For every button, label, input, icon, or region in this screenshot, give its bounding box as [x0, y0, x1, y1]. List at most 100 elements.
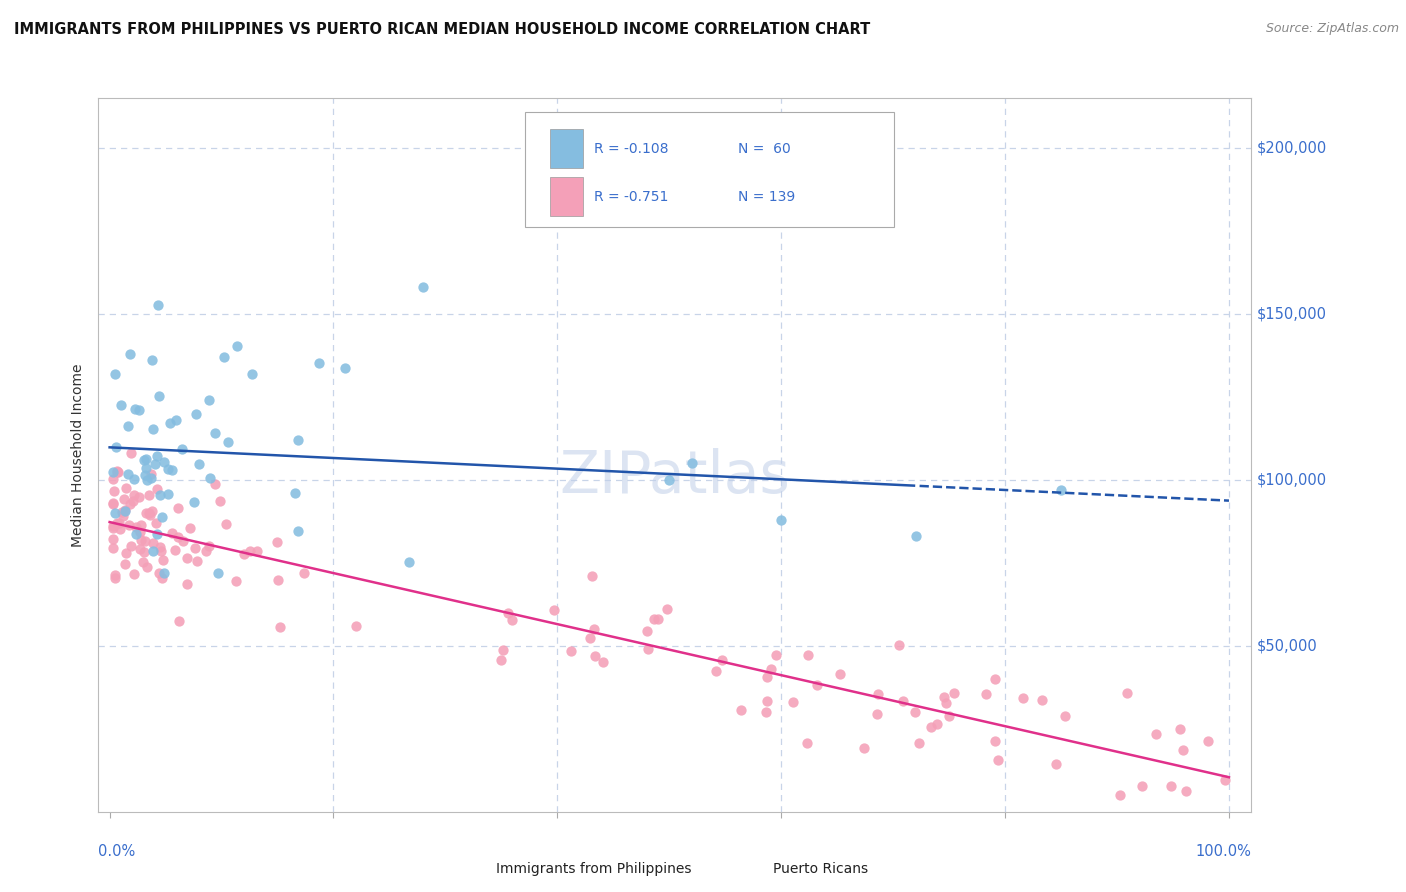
- Point: [112, 491, 135, 506]
- Point: [987, 753, 1010, 767]
- Point: [1031, 693, 1053, 707]
- Point: [759, 662, 782, 676]
- Point: [756, 694, 779, 708]
- Point: [266, 535, 288, 549]
- Point: [165, 542, 187, 557]
- Point: [942, 686, 965, 700]
- Point: [108, 522, 131, 536]
- Point: [101, 533, 124, 547]
- Point: [101, 465, 124, 479]
- Point: [132, 555, 155, 569]
- Point: [135, 506, 157, 520]
- Point: [101, 518, 124, 533]
- Point: [146, 449, 169, 463]
- Point: [711, 652, 734, 666]
- Text: $200,000: $200,000: [1257, 140, 1327, 155]
- Point: [117, 419, 139, 434]
- Point: [183, 494, 205, 508]
- Point: [114, 503, 136, 517]
- FancyBboxPatch shape: [456, 855, 488, 883]
- Point: [167, 614, 190, 628]
- Point: [187, 457, 209, 471]
- Text: Source: ZipAtlas.com: Source: ZipAtlas.com: [1265, 22, 1399, 36]
- Point: [172, 534, 194, 549]
- Text: Immigrants from Philippines: Immigrants from Philippines: [496, 862, 692, 876]
- Point: [491, 642, 513, 657]
- Point: [755, 705, 778, 719]
- Point: [146, 298, 169, 312]
- Point: [148, 566, 170, 580]
- Point: [122, 567, 145, 582]
- Point: [149, 540, 172, 554]
- Point: [122, 472, 145, 486]
- Point: [166, 500, 188, 515]
- Point: [636, 624, 658, 639]
- Point: [115, 546, 138, 560]
- Point: [233, 547, 256, 561]
- Point: [1144, 727, 1167, 741]
- Point: [120, 497, 142, 511]
- Point: [287, 524, 309, 539]
- Point: [284, 486, 307, 500]
- FancyBboxPatch shape: [524, 112, 894, 227]
- Point: [110, 398, 132, 412]
- Point: [111, 504, 134, 518]
- Point: [122, 493, 145, 508]
- Point: [204, 477, 226, 491]
- Point: [412, 280, 434, 294]
- Point: [114, 557, 136, 571]
- Point: [150, 571, 173, 585]
- Point: [125, 520, 148, 534]
- Point: [117, 467, 139, 481]
- Point: [496, 606, 519, 620]
- Text: ZIPatlas: ZIPatlas: [560, 448, 790, 505]
- Point: [176, 551, 198, 566]
- Point: [658, 473, 681, 487]
- Point: [1171, 743, 1194, 757]
- Point: [269, 619, 291, 633]
- Point: [1213, 772, 1236, 787]
- Point: [101, 473, 124, 487]
- Point: [581, 569, 603, 583]
- Point: [159, 416, 181, 430]
- Point: [1168, 722, 1191, 736]
- Point: [118, 518, 141, 533]
- Point: [186, 554, 208, 568]
- Point: [560, 644, 582, 658]
- Text: N = 139: N = 139: [738, 190, 796, 203]
- Point: [179, 521, 201, 535]
- Point: [770, 513, 793, 527]
- Point: [135, 560, 157, 574]
- Point: [755, 670, 778, 684]
- Point: [142, 536, 165, 550]
- Text: $100,000: $100,000: [1257, 472, 1327, 487]
- Point: [111, 508, 134, 523]
- Point: [129, 517, 152, 532]
- Point: [107, 466, 129, 480]
- Point: [135, 451, 157, 466]
- Point: [108, 516, 131, 531]
- Text: $50,000: $50,000: [1257, 639, 1317, 653]
- Text: R = -0.751: R = -0.751: [595, 190, 668, 203]
- Point: [214, 350, 236, 364]
- FancyBboxPatch shape: [733, 855, 765, 883]
- Point: [197, 539, 219, 553]
- Point: [156, 486, 179, 500]
- Point: [135, 461, 157, 475]
- Point: [209, 494, 232, 508]
- Point: [101, 541, 124, 555]
- Point: [1054, 709, 1077, 723]
- Point: [904, 706, 927, 720]
- Text: 0.0%: 0.0%: [98, 844, 135, 859]
- Point: [142, 422, 165, 436]
- Point: [984, 733, 1007, 747]
- Point: [866, 687, 889, 701]
- Point: [105, 516, 128, 531]
- Point: [160, 526, 183, 541]
- Point: [104, 440, 127, 454]
- Point: [145, 526, 167, 541]
- Point: [1197, 734, 1219, 748]
- Point: [104, 567, 127, 582]
- Point: [167, 530, 190, 544]
- Point: [141, 353, 163, 368]
